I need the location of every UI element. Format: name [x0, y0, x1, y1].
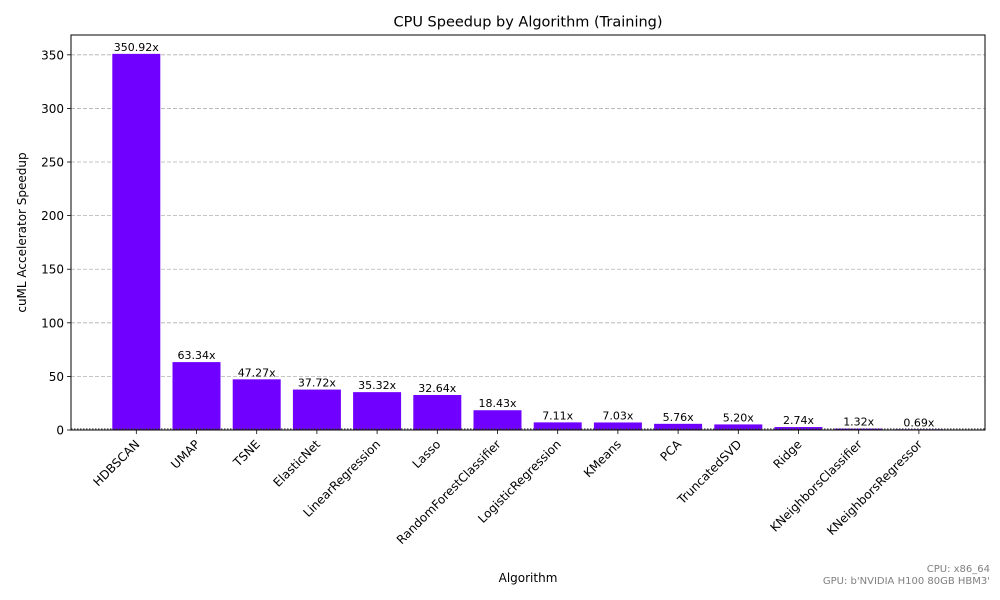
- bar-tsne: [232, 379, 281, 430]
- chart-title: CPU Speedup by Algorithm (Training): [393, 15, 662, 31]
- bar-umap: [172, 362, 221, 430]
- bar-elasticnet: [292, 389, 341, 430]
- y-axis-ticks: 0 50 100 150 200 250 300 350: [41, 48, 71, 438]
- bar-hdbscan: [112, 53, 161, 430]
- x-tick-label: ElasticNet: [271, 437, 324, 490]
- y-tick-label: 250: [41, 156, 64, 170]
- x-tick-label: TSNE: [230, 437, 263, 470]
- x-axis-ticks: HDBSCAN UMAP TSNE ElasticNetLinearRegressio…: [90, 430, 925, 547]
- bar-lasso: [413, 395, 462, 430]
- y-axis-label: cuML Accelerator Speedup: [15, 152, 29, 312]
- bar-value-label: 1.32x: [843, 416, 874, 429]
- x-tick-label: TruncatedSVD: [674, 437, 744, 507]
- plot-frame: [70, 34, 986, 431]
- x-tick-label: UMAP: [168, 437, 202, 471]
- x-tick-label: HDBSCAN: [90, 437, 142, 489]
- bar-labels: 350.92x 63.34x 47.27x 37.72x 35.32x 32.64x 18.…: [114, 41, 935, 429]
- bar-kmeans: [593, 422, 642, 430]
- bar-value-label: 47.27x: [238, 366, 276, 379]
- bar-value-label: 32.64x: [418, 382, 456, 395]
- bar-logisticregression: [533, 422, 582, 430]
- bar-value-label: 350.92x: [114, 41, 159, 54]
- y-tick-label: 300: [41, 102, 64, 116]
- footnote-gpu: GPU: b'NVIDIA H100 80GB HBM3': [822, 576, 990, 587]
- bar-value-label: 63.34x: [177, 349, 215, 362]
- y-tick-label: 50: [49, 370, 64, 384]
- bar-value-label: 7.11x: [542, 409, 573, 422]
- y-tick-label: 150: [41, 263, 64, 277]
- bar-value-label: 37.72x: [298, 377, 336, 390]
- bar-randomforestclassifier: [473, 410, 522, 430]
- bar-value-label: 5.20x: [723, 411, 754, 424]
- bar-value-label: 35.32x: [358, 379, 396, 392]
- y-tick-label: 100: [41, 316, 64, 330]
- bar-value-label: 7.03x: [602, 409, 633, 422]
- bar-pca: [654, 423, 703, 430]
- x-tick-label: Ridge: [770, 437, 804, 471]
- bar-value-label: 18.43x: [478, 397, 516, 410]
- y-tick-label: 200: [41, 209, 64, 223]
- x-axis-label: Algorithm: [499, 571, 558, 585]
- y-tick-label: 350: [41, 48, 64, 62]
- bars: [112, 53, 943, 430]
- bar-truncatedsvd: [714, 424, 763, 430]
- footnote-cpu: CPU: x86_64: [926, 564, 990, 575]
- x-tick-label: Lasso: [410, 437, 444, 471]
- x-tick-label: RandomForestClassifier: [394, 437, 504, 547]
- bar-value-label: 5.76x: [663, 411, 694, 424]
- bar-value-label: 2.74x: [783, 414, 814, 427]
- x-tick-label: KMeans: [581, 437, 624, 480]
- bar-linearregression: [353, 392, 402, 430]
- bar-value-label: 0.69x: [903, 416, 934, 429]
- bar-kneighborsclassifier: [834, 428, 883, 430]
- x-tick-label: PCA: [657, 437, 684, 464]
- grid-lines: [71, 54, 985, 431]
- y-tick-label: 0: [56, 424, 64, 438]
